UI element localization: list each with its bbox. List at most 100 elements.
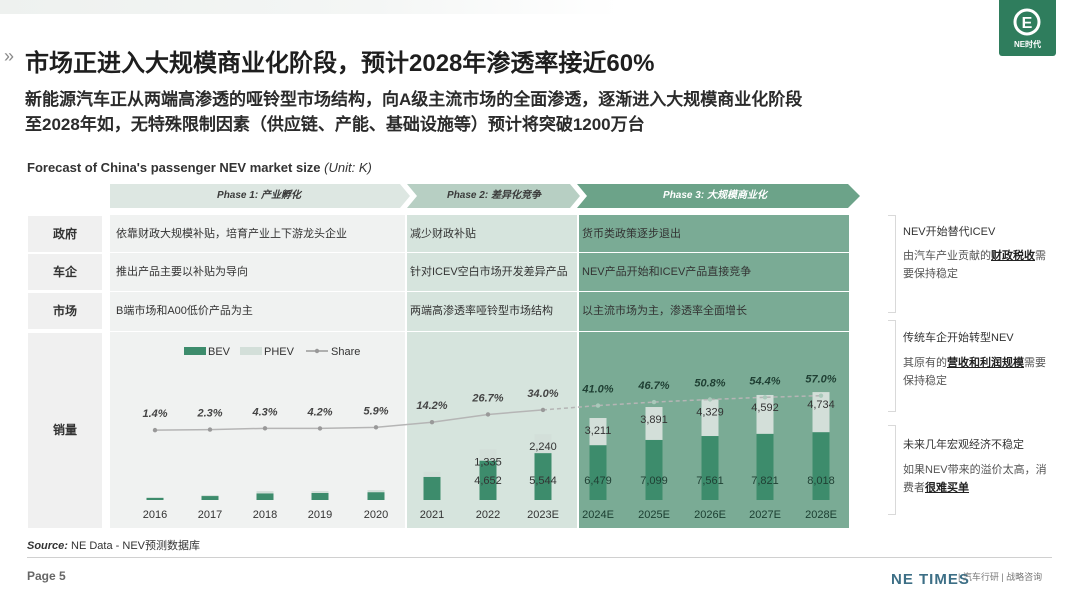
row-label-sales-text: 销量 [52, 423, 77, 437]
phev-bar [367, 490, 385, 493]
legend-phev-label: PHEV [264, 346, 295, 358]
row-divider [28, 291, 849, 292]
row-label-automakers: 车企 [28, 254, 102, 290]
phev-bar [423, 471, 441, 477]
share-point [485, 412, 491, 417]
share-point [429, 419, 435, 425]
x-tick-label: 2024E [582, 509, 614, 521]
logo-text: NE时代 [1013, 40, 1042, 49]
footer-brand-sub: | 汽车行研 | 战略咨询 [958, 572, 1043, 582]
share-value-label: 54.4% [749, 375, 780, 387]
cell-government-phase1: 依靠财政大规模补贴，培育产业上下游龙头企业 [116, 228, 347, 240]
side-bracket [888, 215, 896, 313]
share-value-label: 4.2% [306, 406, 332, 418]
legend-phev-swatch [240, 347, 262, 355]
phase-1-column [110, 215, 405, 528]
legend-bev-label: BEV [208, 346, 231, 358]
share-point [262, 426, 268, 431]
bev-value-label: 8,018 [807, 475, 835, 487]
share-value-label: 46.7% [637, 380, 669, 392]
bev-value-label: 4,652 [474, 475, 502, 487]
phev-bar [146, 497, 164, 498]
bev-bar [701, 436, 719, 500]
share-line-forecast [542, 394, 822, 411]
bev-value-label: 7,099 [640, 475, 668, 487]
phase-header-row: Phase 1: 产业孵化 Phase 2: 差异化竞争 Phase 3: 大规… [110, 184, 860, 208]
bev-value-label: 6,479 [584, 475, 612, 487]
share-point [707, 397, 713, 402]
source-note: Source: NE Data - NEV预测数据库 [27, 540, 200, 552]
footer-brand: NE TIMES [891, 571, 970, 588]
cell-market-phase2: 两端高渗透率哑铃型市场结构 [410, 305, 553, 317]
bev-bar [479, 460, 497, 500]
row-label-sales: 销量 [28, 333, 102, 528]
share-value-label: 1.4% [142, 408, 167, 420]
phev-bar [812, 392, 830, 433]
chart-title-main: Forecast of China's passenger NEV market… [27, 160, 321, 175]
share-point [818, 393, 824, 398]
page-title: 市场正进入大规模商业化阶段，预计2028年渗透率接近60% [25, 50, 655, 77]
phev-value-label: 4,592 [751, 402, 779, 414]
row-divider [28, 331, 849, 332]
share-point [317, 426, 323, 431]
share-point [651, 399, 657, 405]
side-bracket [888, 320, 896, 412]
share-point [762, 395, 768, 400]
share-point [152, 427, 158, 433]
bev-value-label: 7,561 [696, 475, 724, 487]
cell-automakers-phase1: 推出产品主要以补贴为导向 [116, 266, 248, 278]
bev-bar [756, 433, 774, 500]
subtitle-line-2: 至2028年如，无特殊限制因素（供应链、产能、基础设施等）预计将突破1200万台 [25, 115, 645, 134]
footer-divider [27, 557, 1052, 558]
bev-bar [645, 439, 663, 500]
share-value-label: 2.3% [196, 408, 222, 420]
chart-title: Forecast of China's passenger NEV market… [27, 160, 372, 175]
cell-government-phase3: 货币类政策逐步退出 [582, 228, 681, 240]
phev-value-label: 3,211 [585, 425, 612, 437]
svg-text:E: E [1022, 15, 1033, 32]
side-bracket [888, 425, 896, 515]
side-note-1-body: 由汽车产业贡献的财政税收需 要保持稳定 [903, 250, 1046, 280]
phev-value-label: 4,734 [807, 399, 835, 411]
page-subtitle: 新能源汽车正从两端高渗透的哑铃型市场结构，向A级主流市场的全面渗透，逐渐进入大规… [25, 87, 802, 137]
phev-bar [311, 490, 329, 493]
x-tick-label: 2026E [694, 509, 726, 521]
share-point [595, 403, 601, 408]
legend-share-label: Share [331, 346, 360, 358]
x-tick-label: 2016 [143, 509, 167, 521]
bev-value-label: 5,544 [529, 475, 557, 487]
phase-3-arrow [577, 184, 860, 208]
chart-title-unit: (Unit: K) [324, 160, 372, 175]
x-tick-label: 2028E [805, 509, 837, 521]
share-value-label: 34.0% [527, 388, 558, 400]
bev-bar [534, 453, 552, 500]
bev-bar [201, 496, 219, 500]
brand-logo: E NE时代 [999, 0, 1056, 56]
phase-1-label: Phase 1: 产业孵化 [217, 190, 301, 201]
share-point [373, 425, 379, 430]
phev-value-label: 1,335 [474, 456, 502, 468]
x-tick-label: 2022 [476, 509, 500, 521]
ne-logo-icon: E [1013, 8, 1041, 36]
phev-bar [256, 491, 274, 494]
row-label-market: 市场 [28, 293, 102, 329]
phase-1-arrow [110, 184, 410, 208]
subtitle-line-1: 新能源汽车正从两端高渗透的哑铃型市场结构，向A级主流市场的全面渗透，逐渐进入大规… [25, 90, 803, 109]
share-line [154, 409, 544, 431]
share-value-label: 14.2% [416, 400, 447, 412]
bev-bar [423, 476, 441, 500]
x-tick-label: 2025E [638, 509, 670, 521]
share-value-label: 41.0% [581, 384, 613, 396]
x-tick-label: 2023E [527, 509, 559, 521]
phev-value-label: 3,891 [640, 414, 668, 426]
x-tick-label: 2021 [420, 509, 444, 521]
phev-bar [756, 394, 774, 434]
side-note-3-body: 如果NEV带来的溢价太高，消 费者很难买单 [903, 464, 1047, 494]
phev-bar [701, 399, 719, 437]
x-tick-label: 2027E [749, 509, 781, 521]
phase-2-arrow [407, 184, 580, 208]
share-point [540, 407, 546, 413]
top-decor-stripe [0, 0, 620, 14]
bev-bar [256, 493, 274, 500]
